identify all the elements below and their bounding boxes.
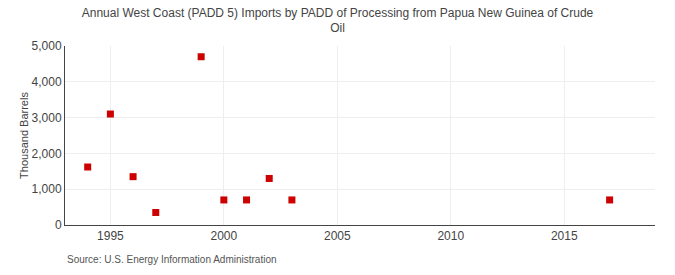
- svg-text:Thousand Barrels: Thousand Barrels: [18, 92, 30, 179]
- svg-text:0: 0: [55, 218, 62, 232]
- svg-text:1,000: 1,000: [32, 182, 62, 196]
- svg-text:Source: U.S. Energy Informatio: Source: U.S. Energy Information Administ…: [67, 254, 277, 265]
- svg-text:3,000: 3,000: [32, 111, 62, 125]
- svg-text:5,000: 5,000: [32, 39, 62, 53]
- svg-text:2005: 2005: [324, 229, 351, 243]
- svg-text:Annual West Coast (PADD 5) Imp: Annual West Coast (PADD 5) Imports by PA…: [82, 6, 594, 36]
- svg-text:2010: 2010: [437, 229, 464, 243]
- svg-text:1995: 1995: [97, 229, 124, 243]
- svg-text:4,000: 4,000: [32, 75, 62, 89]
- svg-text:2015: 2015: [551, 229, 578, 243]
- svg-text:2000: 2000: [210, 229, 237, 243]
- svg-text:2,000: 2,000: [32, 147, 62, 161]
